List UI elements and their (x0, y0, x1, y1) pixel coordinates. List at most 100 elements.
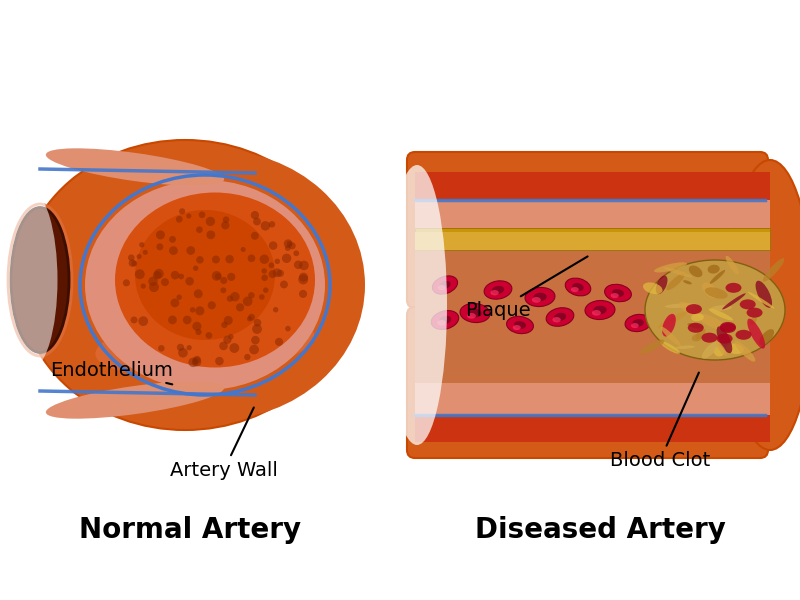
Circle shape (227, 273, 235, 281)
Circle shape (215, 357, 224, 365)
Circle shape (252, 324, 262, 334)
Circle shape (277, 270, 284, 277)
Ellipse shape (691, 314, 704, 321)
Circle shape (250, 345, 259, 355)
Ellipse shape (660, 341, 680, 354)
Ellipse shape (513, 325, 521, 330)
Ellipse shape (747, 319, 765, 349)
Circle shape (262, 268, 267, 274)
Ellipse shape (654, 262, 687, 272)
Ellipse shape (656, 275, 667, 294)
Ellipse shape (709, 308, 733, 320)
Ellipse shape (717, 326, 732, 353)
Text: Endothelium: Endothelium (50, 361, 173, 385)
Circle shape (299, 260, 309, 270)
Circle shape (178, 348, 188, 358)
Ellipse shape (720, 322, 736, 332)
Text: Plaque: Plaque (465, 256, 588, 319)
Ellipse shape (705, 287, 728, 299)
Circle shape (259, 294, 265, 300)
Ellipse shape (735, 330, 751, 340)
Ellipse shape (525, 287, 555, 307)
Ellipse shape (433, 276, 458, 294)
Circle shape (192, 357, 202, 367)
Circle shape (148, 277, 158, 286)
Circle shape (156, 230, 165, 239)
Ellipse shape (546, 308, 574, 326)
Ellipse shape (514, 321, 526, 329)
Circle shape (262, 275, 268, 281)
Ellipse shape (438, 285, 446, 290)
Circle shape (230, 343, 239, 353)
Ellipse shape (750, 316, 757, 325)
Ellipse shape (610, 293, 619, 298)
Circle shape (149, 282, 159, 292)
Ellipse shape (566, 278, 590, 296)
Ellipse shape (631, 323, 638, 328)
Circle shape (253, 218, 261, 226)
Circle shape (168, 316, 177, 324)
Circle shape (228, 334, 234, 340)
Ellipse shape (746, 308, 762, 317)
Ellipse shape (658, 311, 687, 328)
Circle shape (280, 281, 288, 289)
Circle shape (193, 266, 198, 271)
Circle shape (248, 292, 254, 299)
Circle shape (212, 271, 222, 281)
Bar (415, 232, 770, 250)
Ellipse shape (702, 332, 718, 343)
Ellipse shape (468, 309, 482, 317)
Ellipse shape (722, 293, 746, 310)
Circle shape (192, 322, 202, 331)
Ellipse shape (727, 160, 800, 450)
Circle shape (224, 316, 233, 325)
Ellipse shape (686, 304, 702, 314)
Ellipse shape (572, 283, 584, 291)
Ellipse shape (553, 317, 561, 322)
Ellipse shape (665, 304, 698, 308)
Circle shape (251, 232, 259, 240)
Circle shape (190, 307, 195, 313)
Text: Blood Clot: Blood Clot (610, 373, 710, 470)
Circle shape (189, 358, 198, 367)
Circle shape (284, 239, 293, 248)
Circle shape (177, 295, 182, 300)
Ellipse shape (46, 382, 224, 419)
Circle shape (236, 303, 244, 311)
Circle shape (222, 217, 230, 223)
Ellipse shape (702, 283, 718, 298)
Circle shape (154, 269, 164, 278)
Circle shape (219, 341, 228, 350)
Circle shape (275, 338, 283, 346)
Ellipse shape (571, 287, 578, 292)
Circle shape (215, 273, 222, 280)
Ellipse shape (689, 265, 702, 277)
Circle shape (206, 230, 215, 239)
Ellipse shape (534, 293, 546, 301)
Ellipse shape (20, 140, 350, 430)
Ellipse shape (748, 292, 774, 308)
Circle shape (294, 250, 299, 256)
Ellipse shape (711, 305, 732, 311)
Ellipse shape (554, 313, 566, 321)
Ellipse shape (484, 281, 512, 299)
Ellipse shape (585, 301, 615, 320)
Ellipse shape (605, 284, 631, 302)
Ellipse shape (683, 280, 692, 284)
Circle shape (220, 287, 226, 293)
Circle shape (243, 296, 253, 306)
Ellipse shape (661, 326, 681, 346)
Circle shape (286, 241, 292, 247)
Ellipse shape (431, 311, 458, 329)
Ellipse shape (708, 265, 720, 274)
Text: Normal Artery: Normal Artery (79, 516, 301, 544)
Circle shape (220, 277, 227, 284)
Circle shape (169, 236, 176, 243)
Ellipse shape (46, 148, 224, 185)
Ellipse shape (714, 346, 724, 356)
Ellipse shape (759, 329, 774, 346)
Circle shape (176, 216, 182, 223)
Ellipse shape (755, 281, 772, 308)
Circle shape (196, 226, 202, 233)
Ellipse shape (662, 314, 676, 337)
